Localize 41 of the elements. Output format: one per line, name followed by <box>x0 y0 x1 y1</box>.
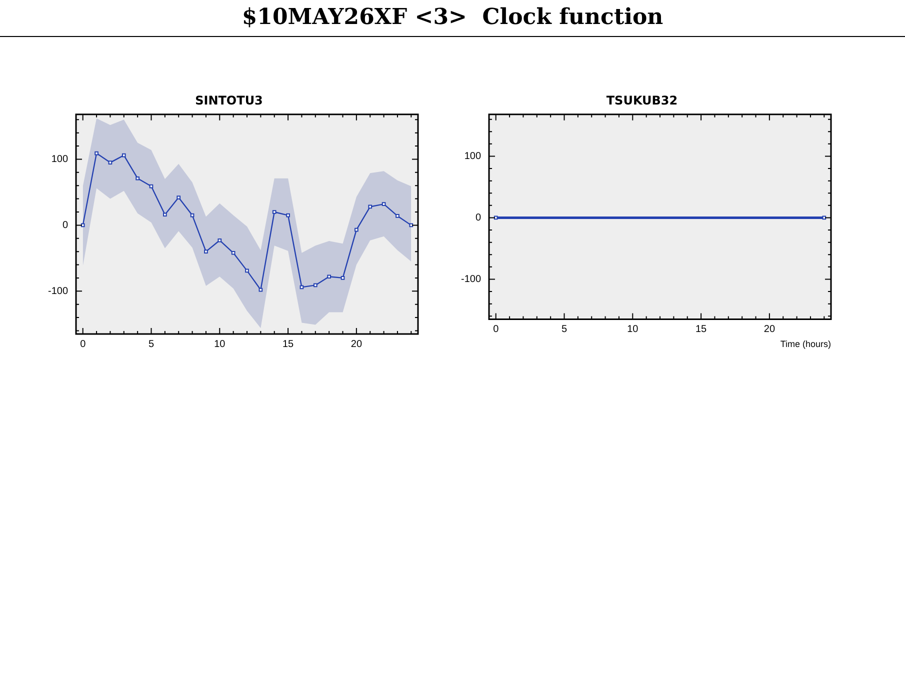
text: $10MAY26XF <3> Clock function <box>240 4 664 30</box>
point <box>136 176 140 180</box>
x-tick-label: 10 <box>214 338 226 350</box>
point <box>80 223 85 228</box>
point <box>108 160 112 164</box>
x-tick-label: 15 <box>282 338 294 350</box>
point <box>122 153 126 158</box>
chart-title: TSUKUB32 <box>606 93 678 108</box>
x-tick-label: 15 <box>695 324 708 335</box>
y-tick-label: 0 <box>475 212 482 224</box>
point <box>368 204 372 209</box>
point <box>176 196 181 200</box>
point <box>286 213 290 218</box>
y-tick-label: 0 <box>62 220 68 231</box>
x-tick-label: 20 <box>350 338 362 350</box>
x-tick-label: 0 <box>493 324 500 335</box>
point <box>94 151 98 156</box>
point <box>163 212 167 217</box>
point <box>231 250 236 255</box>
point <box>396 214 400 218</box>
x-tick-label: 20 <box>764 324 776 335</box>
point <box>204 250 208 254</box>
x-tick-label: 10 <box>627 324 639 335</box>
x-tick-label: 5 <box>561 324 568 335</box>
point <box>218 238 222 242</box>
y-tick-label: 100 <box>464 150 482 162</box>
point <box>382 202 386 206</box>
x-tick-label: 5 <box>148 338 154 350</box>
y-tick-label: 100 <box>51 154 68 165</box>
x-axis-title: Time (hours) <box>780 339 831 350</box>
y-tick-label: -100 <box>48 286 68 297</box>
point <box>340 276 345 280</box>
point <box>409 223 414 228</box>
point <box>245 268 249 273</box>
point <box>327 274 331 279</box>
chart-title: SINTOTU3 <box>195 93 263 108</box>
point <box>354 228 358 232</box>
point <box>272 210 276 214</box>
x-tick-label: 0 <box>80 338 86 350</box>
point <box>313 283 318 288</box>
y-tick-label: -100 <box>461 274 482 285</box>
